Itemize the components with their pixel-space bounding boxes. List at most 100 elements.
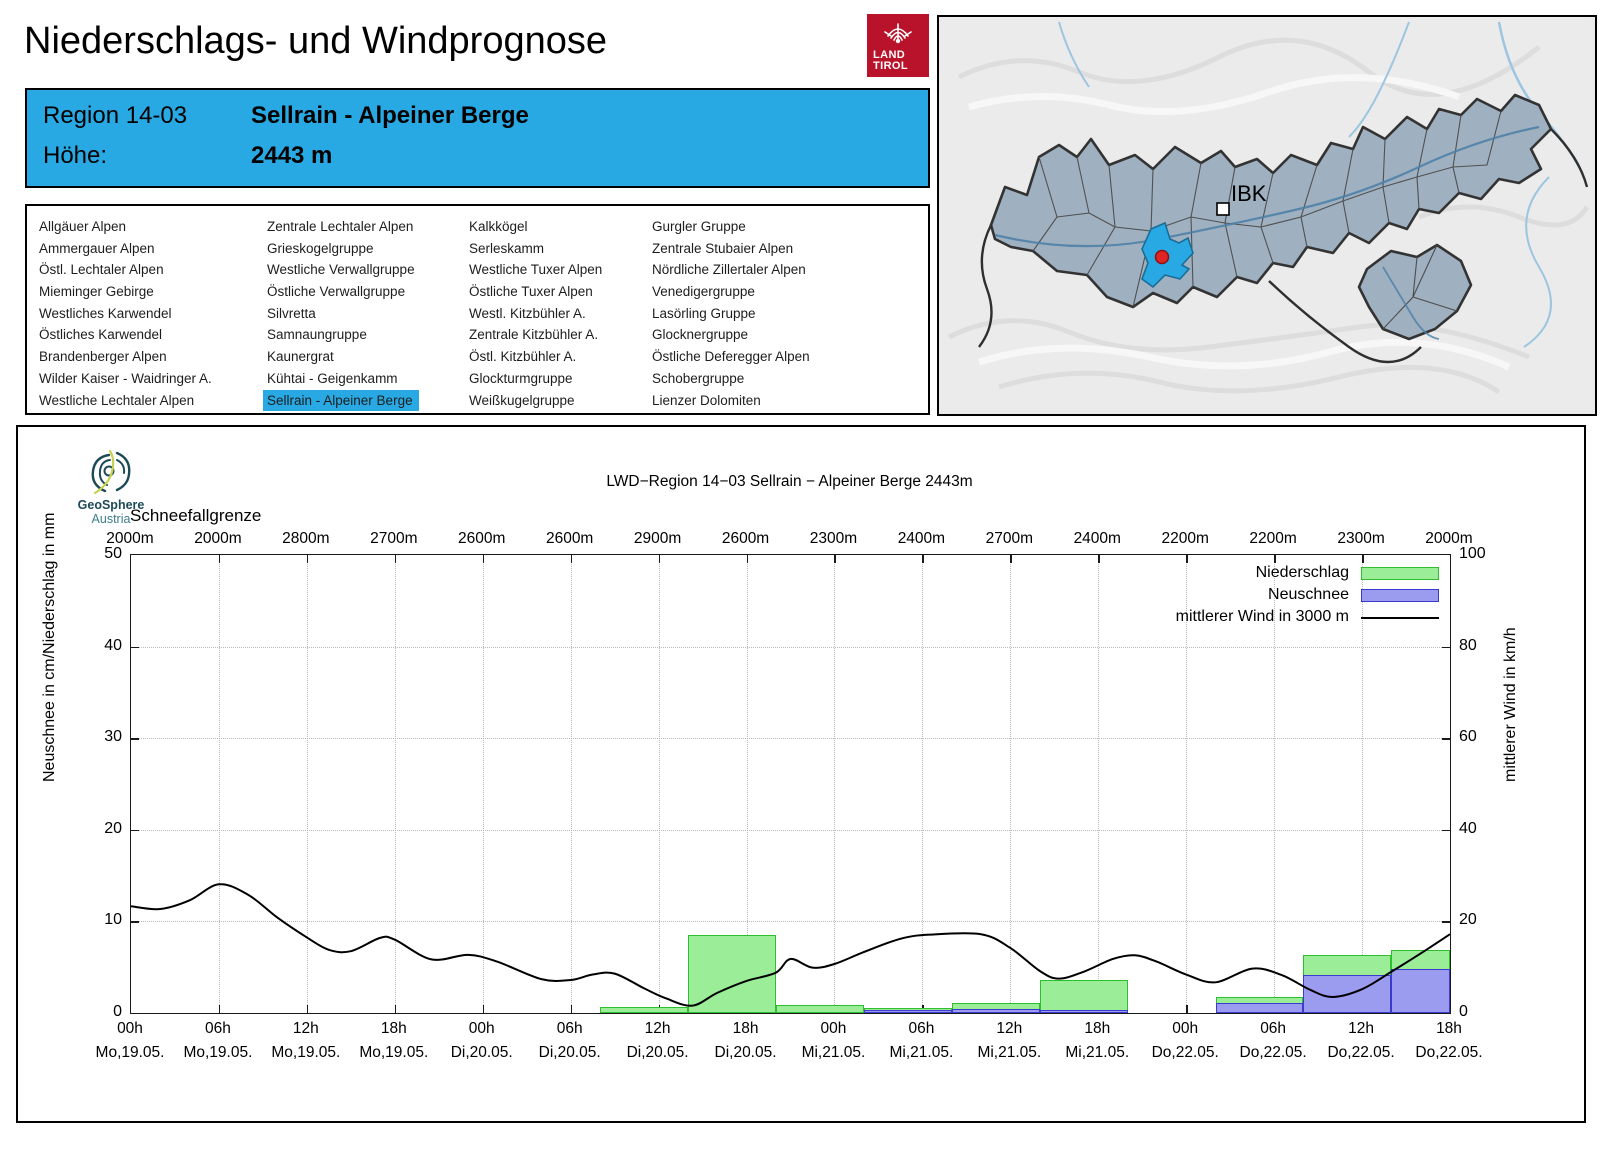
snowline-value: 2200m (1161, 530, 1209, 547)
y-tick-right (1442, 646, 1450, 649)
x-tick-time: 18h (1436, 1020, 1462, 1037)
region-list-item[interactable]: Zentrale Lechtaler Alpen (267, 219, 414, 234)
region-list-item[interactable]: Lienzer Dolomiten (652, 392, 761, 408)
region-list-item[interactable]: Westliche Verwallgruppe (267, 262, 415, 278)
x-tick-time: 06h (204, 1020, 231, 1037)
land-tirol-logo: LAND TIROL (867, 14, 929, 77)
gridline-vertical (570, 555, 572, 1013)
x-tick-time: 12h (1348, 1020, 1374, 1037)
x-tick-day: Mi,21.05. (1065, 1044, 1130, 1061)
snowline-value: 2600m (545, 530, 594, 547)
x-tick (482, 1005, 485, 1013)
region-list-item[interactable]: Westliches Karwendel (39, 305, 172, 321)
region-list-item[interactable]: Östl. Lechtaler Alpen (39, 262, 164, 278)
x-tick-time: 18h (732, 1020, 759, 1037)
legend-line-swatch (1361, 617, 1439, 619)
tirol-eagle-icon (884, 23, 912, 44)
region-list-item[interactable]: Östliche Tuxer Alpen (469, 284, 593, 300)
geosphere-name: GeoSphere (77, 498, 145, 512)
region-list-item[interactable]: Grieskogelgruppe (267, 240, 374, 256)
region-list-item[interactable]: Östliche Verwallgruppe (267, 284, 406, 300)
region-list-item[interactable]: Kalkkögel (469, 219, 528, 234)
neuschnee-bar (951, 1009, 1040, 1013)
region-list-item[interactable]: Samnaungruppe (267, 327, 367, 343)
y-right-tick-label: 0 (1459, 1003, 1468, 1020)
snowline-value: 2000m (106, 530, 154, 547)
x-tick-day: Di,20.05. (450, 1044, 513, 1061)
region-list-item[interactable]: Nördliche Zillertaler Alpen (652, 262, 806, 278)
legend-label-3: mittlerer Wind in 3000 m (1175, 608, 1349, 625)
x-tick-day: Di,20.05. (714, 1044, 777, 1061)
region-list-item[interactable]: Westliche Tuxer Alpen (469, 262, 603, 278)
region-list-item[interactable]: Weißkugelgruppe (469, 392, 575, 408)
geosphere-sub: Austria (91, 512, 131, 526)
y-right-tick-label: 100 (1459, 545, 1486, 562)
x-tick-top (658, 555, 661, 563)
region-list-item[interactable]: Zentrale Kitzbühler A. (469, 327, 599, 343)
snowline-label: Schneefallgrenze (130, 506, 262, 525)
region-list-item[interactable]: Allgäuer Alpen (39, 219, 127, 234)
region-list-column: Gurgler Gruppe Zentrale Stubaier Alpen Nör… (648, 216, 814, 411)
region-list-item[interactable]: Kaunergrat (267, 349, 334, 365)
snowline-value: 2400m (897, 530, 946, 547)
region-list-item[interactable]: Westl. Kitzbühler A. (469, 305, 586, 321)
region-list-item[interactable]: Kühtai - Geigenkamm (267, 370, 398, 386)
x-tick-day: Do,22.05. (1239, 1044, 1307, 1061)
region-list-item[interactable]: Westliche Lechtaler Alpen (39, 392, 195, 408)
x-tick-day: Mo,19.05. (183, 1044, 253, 1061)
region-list-item[interactable]: Gurgler Gruppe (652, 219, 746, 234)
region-list-item[interactable]: Glocknergruppe (652, 327, 749, 343)
region-list-item[interactable]: Schobergruppe (652, 370, 745, 386)
hoehe-value: 2443 m (251, 142, 333, 169)
gridline-vertical (394, 555, 396, 1013)
region-list-item[interactable]: Mieminger Gebirge (39, 284, 154, 300)
forecast-chart-panel: GeoSphere Austria LWD−Region 14−03 Sellr… (16, 425, 1586, 1123)
snowline-value: 2600m (721, 530, 770, 547)
x-tick-time: 00h (820, 1020, 847, 1037)
neuschnee-bar (863, 1010, 952, 1013)
region-list-item[interactable]: Venedigergruppe (652, 284, 755, 300)
y-tick-right (1442, 829, 1450, 832)
region-list-item-selected[interactable]: Sellrain - Alpeiner Berge (263, 389, 419, 412)
region-list-column: Kalkkögel Serleskamm Westliche Tuxer Alpen… (465, 216, 606, 411)
y-right-tick-label: 60 (1459, 728, 1477, 746)
x-tick-day: Mo,19.05. (359, 1044, 429, 1061)
x-tick-top (1010, 555, 1012, 563)
geosphere-logo: GeoSphere Austria (66, 447, 156, 526)
region-list-item[interactable]: Östliches Karwendel (39, 327, 163, 343)
gridline-horizontal (131, 738, 1450, 740)
y-tick-right (1442, 921, 1450, 923)
region-list-item[interactable]: Zentrale Stubaier Alpen (652, 240, 794, 256)
region-list-item[interactable]: Serleskamm (469, 240, 545, 256)
legend-box-swatch (1361, 589, 1439, 602)
region-list-item[interactable]: Östl. Kitzbühler A. (469, 349, 577, 365)
x-tick-time: 12h (292, 1020, 319, 1037)
neuschnee-bar (1215, 1002, 1304, 1013)
x-tick-top (306, 555, 309, 563)
legend-label-1: Niederschlag (1255, 564, 1349, 581)
x-tick-day: Di,20.05. (538, 1044, 601, 1061)
y-right-tick-label: 20 (1459, 911, 1477, 929)
wind-line-layer (130, 883, 1451, 1007)
gridline-vertical (746, 555, 748, 1013)
plot-area (130, 554, 1451, 1014)
x-tick (570, 1005, 573, 1013)
niederschlag-bar (687, 935, 776, 1013)
x-tick-day: Di,20.05. (626, 1044, 689, 1061)
x-tick-time: 18h (1084, 1020, 1111, 1037)
x-tick-top (1186, 555, 1188, 563)
wind-line (130, 883, 1451, 1007)
region-list-item[interactable]: Glockturmgruppe (469, 370, 573, 386)
region-list-column: Zentrale Lechtaler Alpen Grieskogelgruppe… (263, 216, 419, 412)
chart-title: LWD−Region 14−03 Sellrain − Alpeiner Ber… (606, 473, 973, 490)
region-list-item[interactable]: Östliche Deferegger Alpen (652, 349, 810, 365)
region-list-item[interactable]: Silvretta (267, 305, 316, 321)
snowline-value: 2300m (809, 530, 858, 547)
x-tick-top (834, 555, 836, 563)
region-list-item[interactable]: Ammergauer Alpen (39, 240, 155, 256)
region-list-item[interactable]: Lasörling Gruppe (652, 305, 756, 321)
snowline-value: 2700m (370, 530, 418, 547)
region-list-item[interactable]: Wilder Kaiser - Waidringer A. (39, 370, 212, 386)
region-list-item[interactable]: Brandenberger Alpen (39, 349, 167, 365)
